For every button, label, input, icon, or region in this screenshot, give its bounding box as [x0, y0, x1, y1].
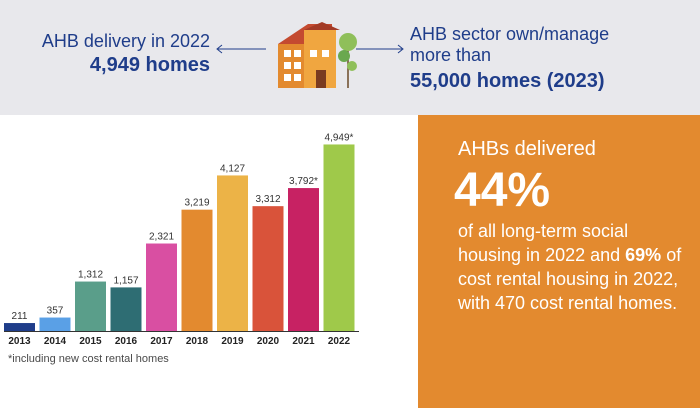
bar-2017 — [146, 243, 177, 331]
stat-text-bold: 69% — [625, 245, 662, 265]
delivery-label: AHB delivery in 2022 — [41, 31, 210, 51]
chart-area: 211 2013 357 2014 1,312 2015 1,157 2016 2,321 201… — [0, 115, 418, 408]
bar-2013 — [4, 323, 35, 331]
arrow-right-icon — [356, 44, 404, 54]
sector-block: AHB sector own/manage more than 55,000 h… — [410, 24, 670, 94]
x-tick-2020: 2020 — [257, 336, 280, 347]
data-label-2022: 4,949* — [325, 132, 354, 143]
sector-label-line1: AHB sector own/manage — [410, 24, 610, 44]
stat-heading: AHBs delivered — [458, 138, 596, 160]
x-tick-2022: 2022 — [328, 336, 351, 347]
x-tick-2018: 2018 — [186, 336, 209, 347]
chart-footnote: *including new cost rental homes — [8, 353, 169, 365]
house-icon — [278, 22, 357, 88]
data-label-2016: 1,157 — [113, 275, 138, 286]
bar-2018 — [181, 209, 213, 331]
stat-text: of all long-term social housing in 2022 … — [458, 219, 688, 315]
x-tick-2021: 2021 — [292, 336, 315, 347]
header-band: AHB delivery in 2022 4,949 homes AHB sec… — [0, 0, 700, 115]
data-label-2020: 3,312 — [255, 194, 280, 205]
bar-2016 — [110, 287, 142, 331]
data-label-2021: 3,792* — [289, 176, 318, 187]
data-label-2013: 211 — [12, 311, 28, 322]
bar-2019 — [217, 175, 248, 331]
data-label-2014: 357 — [47, 306, 64, 317]
x-tick-2016: 2016 — [115, 336, 138, 347]
data-label-2015: 1,312 — [78, 270, 103, 281]
bar-2021 — [288, 188, 319, 331]
data-label-2017: 2,321 — [149, 232, 174, 243]
stat-text-part2: of cost rental housing in 2022, with 470… — [458, 245, 682, 313]
x-tick-2014: 2014 — [44, 336, 67, 347]
bar-chart: 211 2013 357 2014 1,312 2015 1,157 2016 2,321 201… — [4, 132, 359, 347]
stat-text-part1: of all long-term social housing in 2022 … — [458, 221, 629, 265]
data-label-2019: 4,127 — [220, 163, 245, 174]
bar-2022 — [323, 144, 355, 331]
delivery-value: 4,949 homes — [89, 54, 210, 76]
bar-2014 — [39, 317, 71, 331]
x-tick-2017: 2017 — [150, 336, 173, 347]
data-label-2018: 3,219 — [184, 198, 209, 209]
x-tick-2013: 2013 — [8, 336, 31, 347]
x-tick-2019: 2019 — [221, 336, 244, 347]
bar-2020 — [252, 206, 284, 331]
arrow-left-icon — [216, 44, 266, 54]
delivery-block: AHB delivery in 2022 4,949 homes — [40, 30, 210, 78]
stat-panel: AHBs delivered 44% of all long-term soci… — [418, 115, 700, 408]
sector-value: 55,000 homes (2023) — [410, 70, 605, 92]
stat-big-number: 44% — [454, 164, 551, 217]
x-tick-2015: 2015 — [79, 336, 102, 347]
bar-2015 — [75, 281, 106, 331]
sector-label-line2: more than — [410, 45, 492, 65]
